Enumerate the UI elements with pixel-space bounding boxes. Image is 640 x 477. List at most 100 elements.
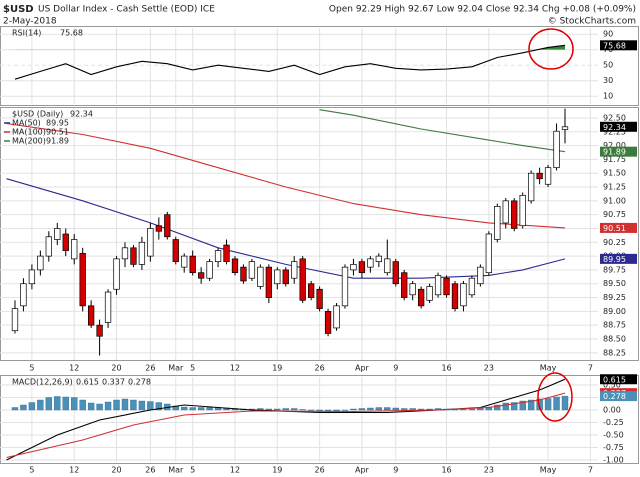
- candle-body: [409, 283, 416, 296]
- y-tick-label: 88.75: [603, 321, 626, 330]
- x-tick-label: 9: [393, 364, 398, 373]
- histogram-bar: [375, 407, 383, 411]
- x-tick-label: 16: [441, 364, 451, 373]
- histogram-bar: [561, 395, 569, 411]
- histogram-bar: [477, 408, 484, 411]
- candle-body: [37, 255, 44, 271]
- histogram-bar: [282, 408, 289, 411]
- histogram-bar: [401, 408, 408, 411]
- histogram-bar: [62, 396, 69, 411]
- candle-body: [443, 277, 450, 296]
- x-tick-label: 5: [29, 466, 34, 475]
- histogram-bar: [333, 409, 340, 412]
- candle-body: [358, 261, 366, 274]
- candle-body: [54, 228, 61, 240]
- moving-average: [319, 109, 566, 153]
- legend-value: 0.278: [128, 378, 151, 387]
- candle-body: [11, 308, 19, 332]
- macd-line: [6, 392, 566, 459]
- candle-body: [155, 225, 162, 232]
- y-tick-label: 91.75: [603, 155, 626, 164]
- rsi-value: 75.68: [603, 41, 626, 50]
- histogram-bar: [527, 399, 535, 411]
- ma-value: 90.51: [603, 224, 626, 233]
- ma-value-box: [600, 253, 637, 264]
- candle-body: [28, 269, 36, 285]
- histogram-bar: [189, 407, 196, 411]
- candle-body: [460, 283, 467, 307]
- histogram-bar: [367, 407, 374, 411]
- y-tick-label: -0.50: [603, 431, 624, 440]
- candle-body: [130, 247, 137, 265]
- histogram-bar: [20, 404, 27, 411]
- candle-body: [341, 266, 349, 307]
- candle-body: [172, 239, 179, 262]
- candle-body: [206, 261, 213, 279]
- histogram-bar: [341, 409, 349, 411]
- candle-body: [248, 261, 256, 279]
- histogram-bar: [155, 402, 163, 411]
- histogram-bar: [409, 408, 416, 411]
- legend-label: MA(200): [12, 137, 46, 146]
- moving-average: [6, 122, 566, 229]
- histogram-bar: [54, 396, 61, 411]
- x-tick-label: 5: [29, 364, 34, 373]
- x-tick-label: 7: [588, 466, 593, 475]
- x-tick-label: 26: [145, 466, 155, 475]
- x-tick-label: 20: [111, 364, 121, 373]
- y-tick-label: 91.00: [603, 196, 626, 205]
- candle-body: [401, 272, 408, 298]
- x-tick-label: Apr: [355, 364, 370, 373]
- candle-body: [477, 266, 484, 285]
- histogram-bar: [502, 402, 509, 411]
- candle-body: [324, 311, 332, 334]
- y-tick-label: 91.25: [603, 183, 626, 192]
- candle-body: [87, 305, 95, 326]
- x-tick-label: 9: [393, 466, 398, 475]
- candle-body: [96, 324, 103, 337]
- legend-label: MA(50): [12, 119, 41, 128]
- candle-body: [79, 252, 86, 307]
- candle-body: [561, 126, 569, 130]
- x-tick-label: 19: [272, 364, 282, 373]
- highlight-circle: [537, 372, 573, 422]
- histogram-bar: [519, 400, 526, 411]
- x-tick-label: May: [540, 364, 557, 373]
- y-tick-label: 90.25: [603, 238, 626, 247]
- rsi-value-box: [600, 40, 637, 51]
- histogram-bar: [384, 407, 391, 411]
- candle-body: [553, 130, 560, 169]
- legend-label: MA(100): [12, 128, 46, 137]
- histogram-bar: [511, 402, 518, 411]
- candle-body: [494, 206, 501, 240]
- highlight-circle: [528, 28, 574, 70]
- histogram-bar: [350, 408, 357, 411]
- histogram-bar: [45, 397, 53, 411]
- ma-value: 89.95: [603, 255, 626, 264]
- histogram-bar: [79, 399, 86, 411]
- candle-body: [214, 250, 222, 262]
- histogram-bar: [28, 402, 36, 411]
- macd-value: 0.615: [603, 375, 626, 384]
- x-tick-label: May: [540, 466, 557, 475]
- macd-panel: [0, 375, 639, 464]
- candle-body: [62, 233, 69, 251]
- ma-value-box: [600, 222, 637, 233]
- y-tick-label: -0.25: [603, 418, 624, 427]
- x-tick-label: 7: [588, 364, 593, 373]
- candle-body: [451, 283, 459, 309]
- y-tick-label: 88.50: [603, 335, 626, 344]
- y-tick-label: 91.50: [603, 169, 626, 178]
- candle-body: [257, 266, 264, 287]
- candle-body: [307, 283, 315, 298]
- candle-body: [511, 200, 518, 229]
- y-tick-label: 92.00: [603, 141, 626, 150]
- candle-body: [164, 214, 171, 238]
- histogram-bar: [291, 408, 298, 411]
- candle-body: [536, 172, 543, 180]
- y-tick-label: 90.75: [603, 210, 626, 219]
- candle-body: [20, 283, 27, 307]
- y-tick-label: 50: [603, 61, 613, 70]
- x-tick-label: Apr: [355, 466, 370, 475]
